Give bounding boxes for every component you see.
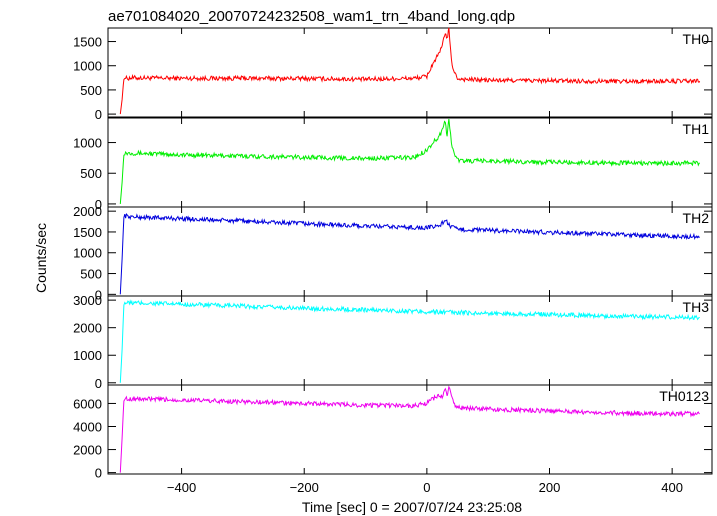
y-tick-label: 500 [80,166,102,181]
y-tick-label: 0 [95,287,102,302]
y-tick-label: 1000 [73,59,102,74]
y-tick-label: 500 [80,83,102,98]
y-tick-label: 6000 [73,396,102,411]
series-line-th0 [119,27,701,115]
x-tick-label: 0 [423,480,430,495]
x-axis: −400 −200 0 200 400 [167,480,683,495]
y-tick-label: 3000 [73,293,102,308]
panel-label: TH3 [683,299,710,315]
y-tick-label: 2000 [73,443,102,458]
y-tick-label: 1500 [73,225,102,240]
y-tick-label: 0 [95,466,102,481]
y-tick-label: 1000 [73,246,102,261]
y-tick-label: 1500 [73,35,102,50]
panel-frame [107,117,713,208]
panel-label: TH2 [683,210,710,226]
y-tick-label: 0 [95,107,102,122]
panel-frame [107,384,713,475]
y-tick-label: 4000 [73,420,102,435]
panel-th0: 0 500 1000 1500 TH0 [73,27,713,122]
panel-label: TH1 [683,121,710,137]
series-line-th0123 [119,385,700,473]
y-tick-label: 0 [95,197,102,212]
panel-frame [107,27,713,118]
series-line-th1 [119,118,701,204]
series-line-th2 [119,213,700,295]
x-tick-label: 200 [539,480,561,495]
panel-th1: 0 500 1000 TH1 [73,117,713,212]
y-tick-label: 2000 [73,321,102,336]
panels: 0 500 1000 1500 TH0 0 500 1000 TH1 0 500 1000 1500 20… [73,27,713,481]
series-line-th3 [119,299,700,383]
x-axis-label: Time [sec] 0 = 2007/07/24 23:25:08 [302,499,522,515]
x-tick-label: 400 [661,480,683,495]
y-tick-label: 1000 [73,136,102,151]
y-tick-label: 2000 [73,204,102,219]
panel-th0123: 0 2000 4000 6000 TH0123 [73,384,713,481]
x-tick-label: −400 [167,480,196,495]
panel-label: TH0 [683,31,710,47]
panel-th3: 0 1000 2000 3000 TH3 [73,293,713,391]
panel-label: TH0123 [659,388,709,404]
y-axis-label: Counts/sec [33,223,49,293]
y-tick-label: 1000 [73,348,102,363]
y-tick-label: 500 [80,267,102,282]
y-tick-label: 0 [95,376,102,391]
panel-th2: 0 500 1000 1500 2000 TH2 [73,204,713,302]
x-tick-label: −200 [290,480,319,495]
chart-title: ae701084020_20070724232508_wam1_trn_4ban… [108,8,515,25]
